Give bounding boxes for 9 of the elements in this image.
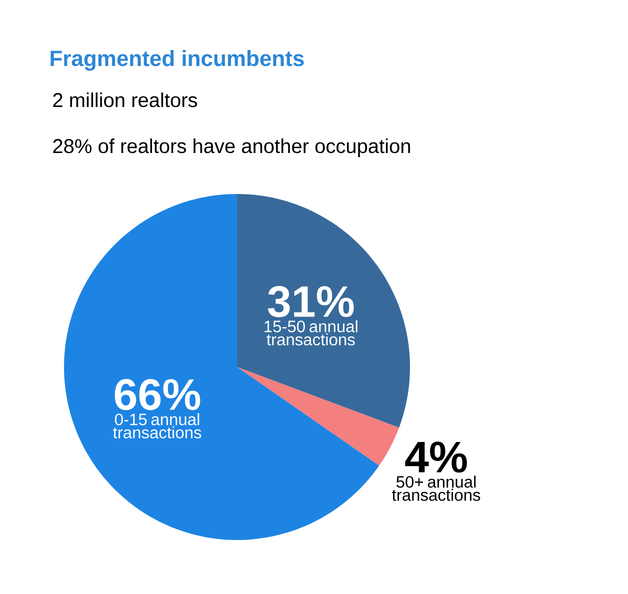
chart-title: Fragmented incumbents xyxy=(50,50,304,71)
slice-label: 15-50 annual transactions xyxy=(264,320,358,346)
data-label: 66% xyxy=(114,379,200,410)
slice-label: 0-15 annual transactions xyxy=(113,413,202,438)
text: 28% of realtors have another occupation xyxy=(53,138,410,158)
data-label: 31% xyxy=(268,286,354,318)
data-label: 4% xyxy=(405,442,467,473)
slice-label: 50+ annual transactions xyxy=(392,476,480,501)
chart-subtitle: 2 million realtors xyxy=(53,92,198,108)
